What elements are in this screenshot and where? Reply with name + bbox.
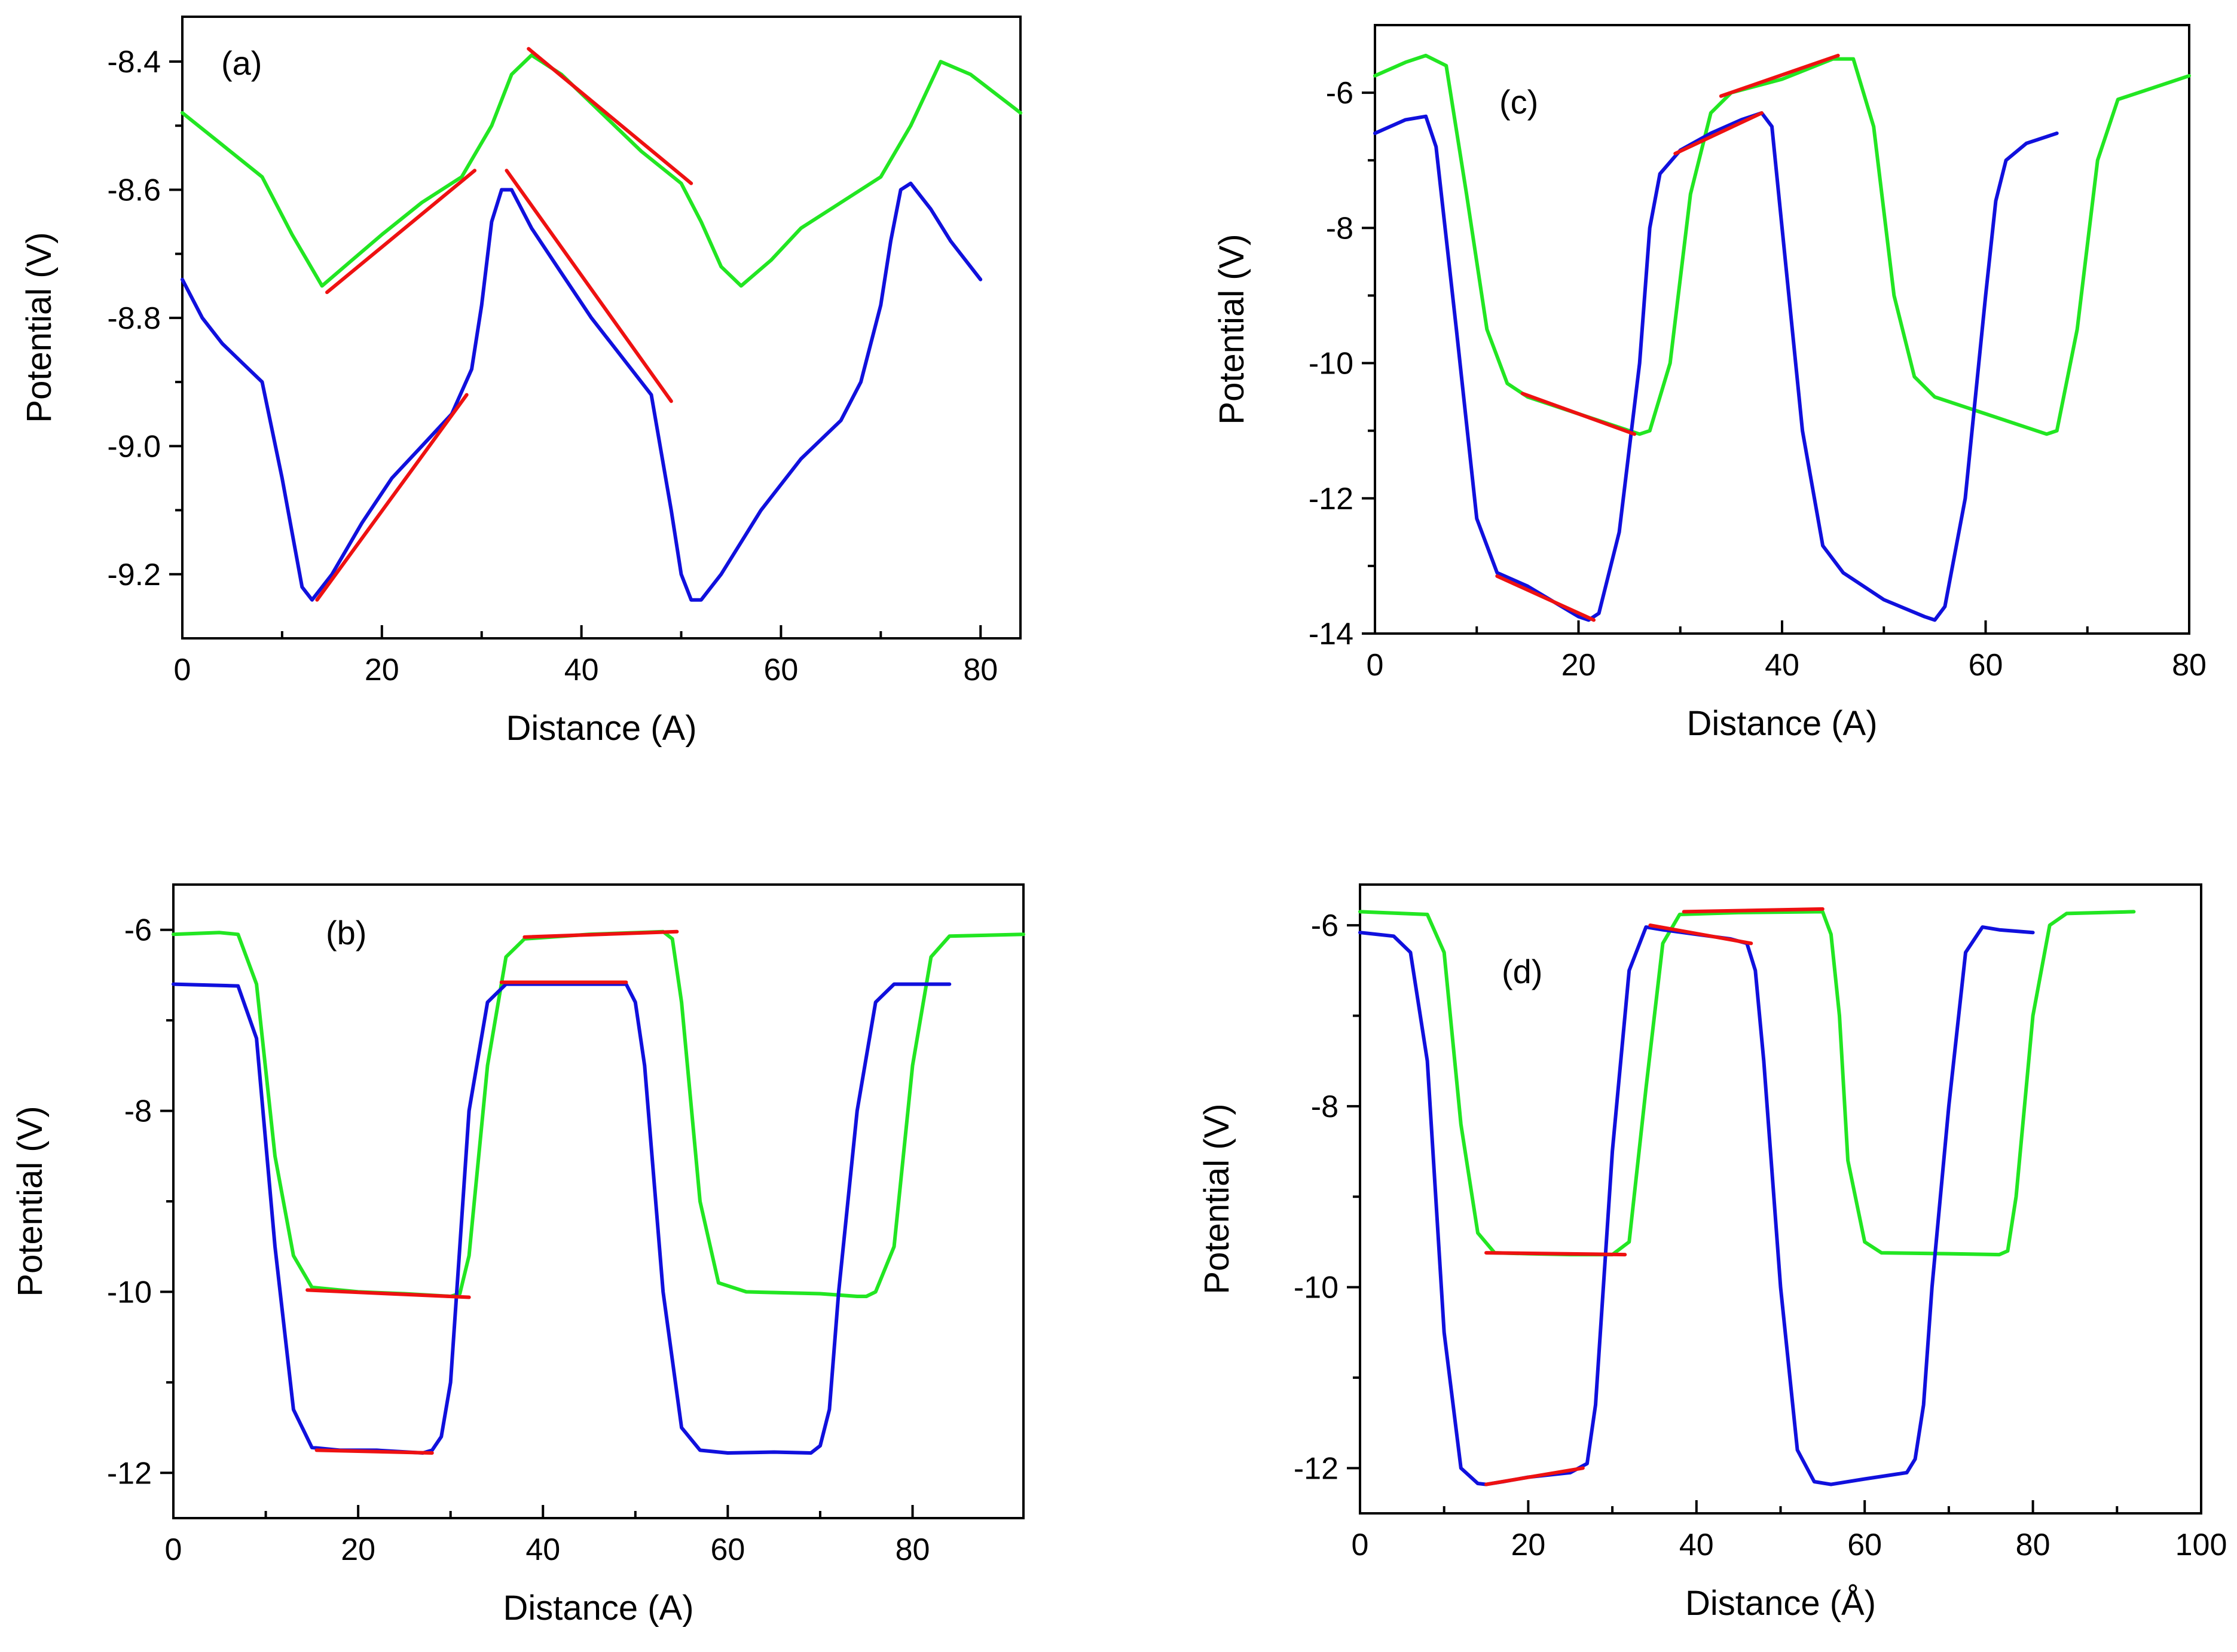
linear-fit-line [1520, 391, 1637, 436]
series-green-line [172, 929, 1025, 1298]
x-tick-label: 0 [1352, 1528, 1369, 1562]
linear-fit-line [325, 169, 477, 295]
linear-fit-line [1673, 111, 1764, 155]
y-tick-label: -9.2 [107, 558, 161, 592]
series-green-line [1373, 53, 2191, 436]
y-tick-label: -6 [1311, 908, 1338, 943]
linear-fit-line [505, 169, 673, 403]
x-tick-label: 80 [963, 653, 998, 687]
panel-d: 0 20 40 60 80 100 -12 -10 -8 -6 Distance (Å) Potent… [1197, 883, 2227, 1623]
y-tick-label: -12 [107, 1456, 152, 1491]
x-tick-label: 40 [564, 653, 599, 687]
series-green-line [1358, 910, 2136, 1257]
x-tick-label: 40 [1679, 1528, 1714, 1562]
y-tick-label: -9.0 [107, 429, 161, 464]
panel-label: (a) [221, 44, 262, 82]
linear-fit-line [1484, 1251, 1627, 1257]
x-tick-label: 60 [1969, 648, 2003, 683]
y-tick-label: -8.4 [107, 45, 161, 79]
linear-fit-line [1719, 53, 1840, 98]
panel-a: 0 20 40 60 80 -9.2 -9.0 -8.8 -8.6 -8.4 Distance (A… [20, 16, 1022, 748]
series-blue-line [181, 181, 983, 602]
x-tick-label: 40 [1765, 648, 1799, 683]
y-tick-label: -12 [1309, 482, 1353, 516]
panel-label: (b) [326, 914, 366, 952]
x-axis-label: Distance (A) [1686, 704, 1877, 743]
y-tick-label: -10 [1294, 1271, 1338, 1305]
y-tick-label: -6 [1326, 76, 1353, 111]
x-tick-label: 100 [2175, 1528, 2227, 1562]
x-tick-label: 20 [365, 653, 399, 687]
linear-fit-line [305, 1288, 471, 1299]
x-tick-label: 80 [2172, 648, 2207, 683]
y-tick-label: -8 [124, 1094, 152, 1129]
y-tick-label: -8 [1311, 1090, 1338, 1124]
linear-fit-line [314, 1448, 434, 1455]
x-tick-label: 40 [525, 1532, 560, 1567]
x-tick-label: 0 [165, 1532, 182, 1567]
x-tick-label: 80 [2016, 1528, 2050, 1562]
y-tick-label: -8.6 [107, 173, 161, 207]
panel-label: (d) [1502, 953, 1542, 990]
y-tick-label: -14 [1309, 617, 1353, 651]
x-tick-label: 0 [1367, 648, 1384, 683]
linear-fit-line [522, 929, 679, 939]
series-blue-line [1358, 925, 2035, 1486]
series-green-line [181, 53, 1022, 288]
x-tick-label: 80 [896, 1532, 930, 1567]
series-blue-line [1373, 111, 2059, 622]
series-blue-line [172, 982, 952, 1455]
linear-fit-line [1648, 923, 1753, 946]
linear-fit-line [1484, 1466, 1585, 1486]
y-tick-label: -8.8 [107, 301, 161, 336]
y-axis-label: Potential (V) [20, 232, 59, 423]
linear-fit-line [527, 47, 693, 185]
x-tick-label: 20 [1561, 648, 1596, 683]
x-axis-label: Distance (A) [503, 1589, 693, 1627]
axes-frame-c [1374, 24, 2190, 635]
x-tick-label: 20 [341, 1532, 375, 1567]
x-axis-label: Distance (A) [506, 709, 696, 748]
axes-frame-a [181, 16, 1022, 640]
y-tick-label: -8 [1326, 211, 1353, 246]
x-tick-label: 20 [1511, 1528, 1545, 1562]
x-tick-label: 60 [710, 1532, 745, 1567]
y-tick-label: -12 [1294, 1451, 1338, 1486]
x-tick-label: 0 [174, 653, 191, 687]
panel-c: 0 20 40 60 80 -14 -12 -10 -8 -6 Distance (A) Potent… [1212, 24, 2207, 743]
panel-b: 0 20 40 60 80 -12 -10 -8 -6 Distance (A) Potential… [11, 883, 1025, 1627]
y-tick-label: -6 [124, 913, 152, 948]
x-tick-label: 60 [1847, 1528, 1882, 1562]
panel-label: (c) [1499, 83, 1538, 121]
x-axis-label: Distance (Å) [1685, 1584, 1876, 1623]
y-tick-label: -10 [107, 1275, 152, 1310]
linear-fit-line [1682, 907, 1825, 914]
x-tick-label: 60 [764, 653, 799, 687]
y-axis-label: Potential (V) [11, 1106, 50, 1296]
y-axis-label: Potential (V) [1212, 234, 1251, 424]
axes-frame-d [1359, 883, 2202, 1515]
y-tick-label: -10 [1309, 347, 1353, 381]
y-axis-label: Potential (V) [1197, 1103, 1236, 1294]
linear-fit-line [315, 393, 469, 602]
linear-fit-line [1495, 574, 1596, 622]
